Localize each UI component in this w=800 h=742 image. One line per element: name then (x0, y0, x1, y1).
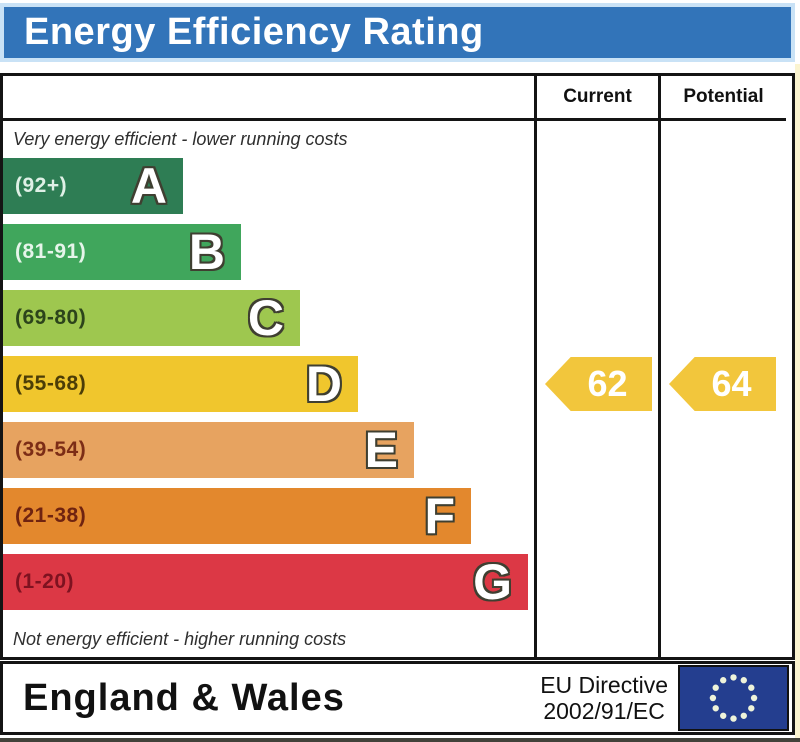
band-letter: D (305, 356, 342, 412)
potential-rating-column: 64 (661, 121, 786, 657)
band-row-g: (1-20) G (3, 554, 528, 610)
band-letter: G (473, 554, 512, 610)
band-range-label: (69-80) (15, 306, 87, 329)
potential-rating-value: 64 (711, 363, 752, 404)
eu-flag-stars (709, 674, 758, 722)
eu-flag (678, 665, 789, 731)
band-letter: C (247, 290, 284, 346)
title-bar: Energy Efficiency Rating (0, 3, 795, 62)
band-row-e: (39-54) E (3, 422, 414, 478)
eu-directive-label: EU Directive 2002/91/EC (540, 672, 668, 725)
current-rating-arrow: 62 (545, 357, 652, 411)
eu-directive-line1: EU Directive (540, 671, 668, 698)
band-letter: B (188, 224, 225, 280)
band-row-b: (81-91) B (3, 224, 241, 280)
region-label: England & Wales (23, 676, 345, 719)
current-column-header: Current (563, 86, 632, 107)
header-blank-cell (3, 76, 537, 121)
band-letter: A (130, 158, 167, 214)
band-range-label: (92+) (15, 174, 68, 197)
footer-bar: England & Wales EU Directive 2002/91/EC (0, 661, 795, 735)
energy-rating-chart: Current Potential Very energy efficient … (0, 73, 795, 660)
top-note: Very energy efficient - lower running co… (13, 129, 348, 149)
potential-rating-arrow: 64 (669, 357, 776, 411)
band-range-label: (39-54) (15, 438, 87, 461)
rating-bands: (92+) A (81-91) B (69-80) C (55-68) D (3… (3, 158, 528, 620)
rating-scale-column: Very energy efficient - lower running co… (3, 121, 537, 657)
bottom-note: Not energy efficient - higher running co… (13, 629, 347, 649)
current-rating-column: 62 (537, 121, 661, 657)
band-letter: E (364, 422, 398, 478)
header-current-cell: Current (537, 76, 661, 121)
potential-column-header: Potential (683, 86, 764, 107)
screenshot-right-edge (795, 64, 800, 742)
band-letter: F (424, 488, 455, 544)
band-range-label: (55-68) (15, 372, 87, 395)
band-range-label: (21-38) (15, 504, 87, 527)
band-row-d: (55-68) D (3, 356, 358, 412)
screenshot-bottom-edge (0, 738, 800, 742)
band-row-a: (92+) A (3, 158, 183, 214)
current-rating-value: 62 (587, 363, 628, 404)
band-row-f: (21-38) F (3, 488, 471, 544)
page-title: Energy Efficiency Rating (24, 11, 484, 53)
band-range-label: (1-20) (15, 570, 75, 593)
band-range-label: (81-91) (15, 240, 87, 263)
band-row-c: (69-80) C (3, 290, 300, 346)
eu-directive-line2: 2002/91/EC (543, 698, 665, 724)
header-potential-cell: Potential (661, 76, 786, 121)
